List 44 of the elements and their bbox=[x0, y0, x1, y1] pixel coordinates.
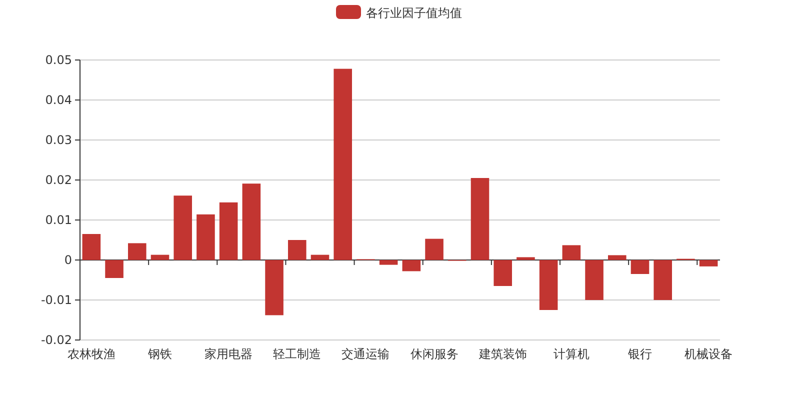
bar bbox=[288, 240, 306, 260]
bar bbox=[630, 260, 650, 274]
bar bbox=[265, 260, 284, 316]
x-tick-label: 交通运输 bbox=[342, 347, 390, 361]
bar bbox=[516, 257, 535, 260]
x-tick-label: 计算机 bbox=[553, 347, 590, 361]
y-tick-label: 0.02 bbox=[45, 173, 72, 187]
x-tick-label: 农林牧渔 bbox=[67, 347, 116, 361]
bar bbox=[608, 255, 626, 260]
x-tick-label: 建筑装饰 bbox=[478, 347, 527, 361]
bar bbox=[150, 254, 170, 260]
bar bbox=[654, 260, 672, 300]
x-tick-label: 钢铁 bbox=[147, 347, 172, 361]
x-tick-label: 轻工制造 bbox=[273, 347, 322, 361]
x-tick-label: 休闲服务 bbox=[410, 347, 458, 361]
bar bbox=[470, 178, 490, 260]
bar bbox=[310, 254, 330, 260]
legend-label: 各行业因子值均值 bbox=[366, 6, 462, 20]
bar bbox=[539, 260, 558, 310]
bar bbox=[242, 184, 261, 260]
x-tick-label: 机械设备 bbox=[684, 347, 733, 361]
y-tick-label: -0.02 bbox=[40, 333, 72, 347]
y-tick-label: 0.05 bbox=[45, 53, 72, 67]
x-tick-label: 家用电器 bbox=[204, 347, 253, 361]
bar bbox=[425, 238, 444, 260]
y-tick-label: -0.01 bbox=[40, 293, 72, 307]
bar bbox=[562, 245, 581, 260]
bar bbox=[82, 234, 101, 260]
bar bbox=[699, 260, 718, 266]
bar bbox=[402, 260, 421, 272]
bar bbox=[128, 243, 146, 260]
bar bbox=[105, 260, 124, 278]
bar bbox=[196, 214, 215, 260]
bar bbox=[379, 260, 398, 265]
bar bbox=[585, 260, 604, 300]
y-tick-label: 0.03 bbox=[45, 133, 72, 147]
bar bbox=[219, 202, 238, 260]
y-tick-label: 0.04 bbox=[45, 93, 72, 107]
x-tick-label: 银行 bbox=[627, 347, 652, 361]
bar bbox=[334, 68, 352, 260]
y-tick-label: 0 bbox=[64, 253, 72, 267]
bar bbox=[494, 260, 512, 286]
bar bbox=[174, 196, 192, 260]
y-tick-label: 0.01 bbox=[45, 213, 72, 227]
